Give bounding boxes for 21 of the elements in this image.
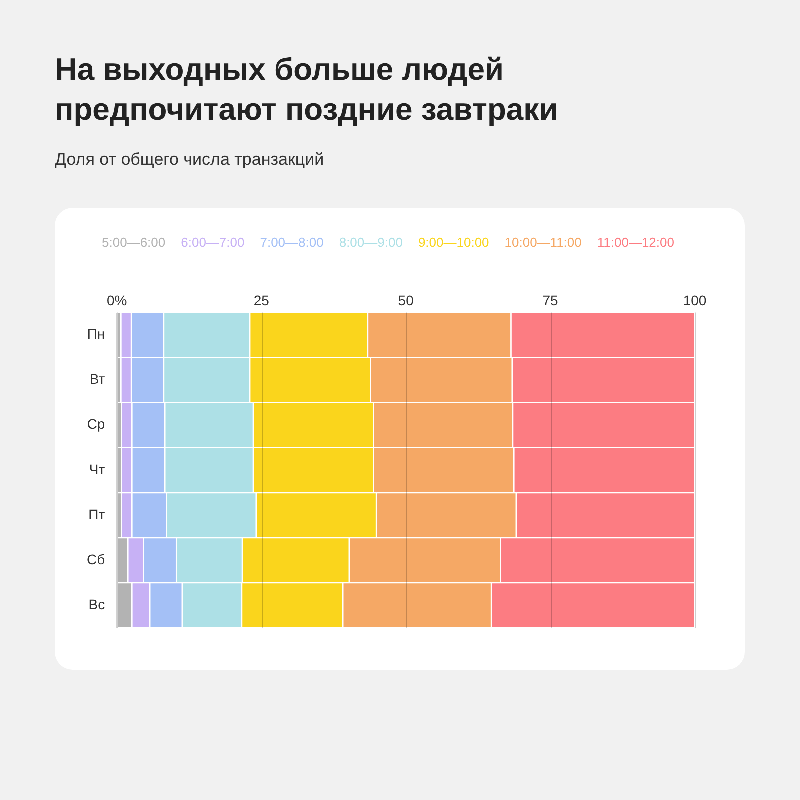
y-tick-label: Пн <box>87 326 106 342</box>
x-tick-label: 50 <box>398 292 414 308</box>
text: 5:00—6:00 <box>102 235 166 250</box>
y-tick-label: Ср <box>87 416 106 432</box>
x-tick-label: 75 <box>542 292 559 308</box>
x-tick-label: 100 <box>683 292 707 308</box>
y-tick-label: Пт <box>88 506 106 522</box>
text: 7:00—8:00 <box>260 235 324 250</box>
x-tick-label: 0% <box>107 292 128 308</box>
y-tick-label: Вт <box>90 371 106 388</box>
text: 11:00—12:00 <box>597 235 674 250</box>
y-tick-label: Вс <box>88 596 106 612</box>
text: 6:00—7:00 <box>181 235 245 250</box>
text: 8:00—9:00 <box>339 235 403 250</box>
x-tick-label: 25 <box>254 292 270 308</box>
text: 10:00—11:00 <box>504 235 582 250</box>
y-tick-label: Чт <box>89 461 106 478</box>
y-tick-label: Сб <box>86 551 106 568</box>
chart-title: На выходных больше людей предпочитают поздние завтраки <box>55 51 560 129</box>
chart-subtitle: Доля от общего числа транзакций <box>55 150 324 170</box>
text: 9:00—10:00 <box>418 235 490 250</box>
